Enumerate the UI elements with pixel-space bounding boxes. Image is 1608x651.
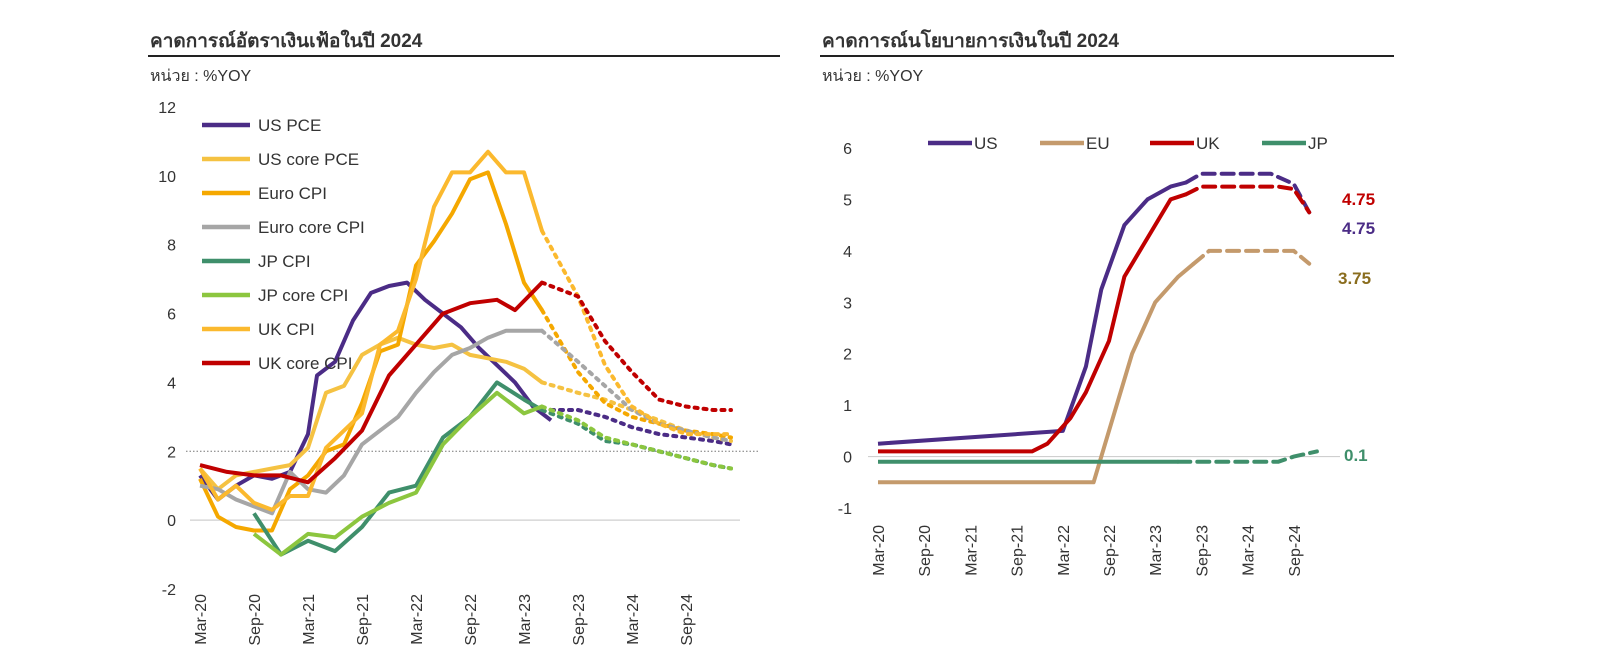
left-xtick-label: Sep-22 [463, 594, 480, 646]
right-ytick-label: -1 [838, 501, 852, 518]
left-legend-label-jp-cpi: JP CPI [258, 252, 311, 271]
right-ytick-label: 1 [843, 398, 852, 415]
left-series-uk-core-cpi-forecast [540, 280, 733, 412]
right-series-us-forecast [1184, 171, 1312, 215]
left-legend-label-uk-core-cpi: UK core CPI [258, 354, 352, 373]
right-ytick-label: 4 [843, 244, 852, 261]
right-series-us-actual [877, 180, 1187, 446]
left-xtick-label: Sep-24 [679, 594, 696, 646]
right-ytick-label: 2 [843, 347, 852, 364]
left-series-uk-cpi-actual [198, 149, 544, 512]
right-legend-label-us: US [974, 134, 998, 153]
right-ytick-label: 5 [843, 192, 852, 209]
right-xtick-label: Mar-24 [1241, 525, 1258, 576]
left-series-jp-cpi-actual [252, 380, 544, 557]
left-legend-label-us-pce: US PCE [258, 116, 321, 135]
left-series-euro-core-cpi-actual [199, 328, 542, 516]
left-legend-label-jp-core-cpi: JP core CPI [258, 286, 348, 305]
left-xtick-label: Mar-22 [409, 594, 426, 645]
left-series-uk-core-cpi-actual [199, 281, 544, 485]
right-xtick-label: Mar-21 [963, 525, 980, 576]
left-panel-title: คาดการณ์อัตราเงินเฟ้อในปี 2024 [150, 31, 423, 52]
right-xtick-label: Sep-21 [1010, 525, 1027, 577]
left-series-us-pce-actual [198, 280, 553, 502]
left-xtick-label: Mar-20 [193, 594, 210, 645]
right-series-uk-forecast [1184, 184, 1312, 215]
right-ytick-label: 6 [843, 141, 852, 158]
left-ytick-label: 10 [158, 169, 176, 186]
left-ytick-label: -2 [162, 582, 176, 599]
left-series-jp-core-cpi-forecast [540, 404, 733, 471]
left-xtick-label: Sep-23 [571, 594, 588, 646]
left-xtick-label: Sep-20 [247, 594, 264, 646]
left-ytick-label: 0 [167, 513, 176, 530]
right-end-label-uk: 4.75 [1342, 190, 1375, 209]
right-ytick-label: 3 [843, 295, 852, 312]
right-end-label-us: 4.75 [1342, 219, 1375, 238]
left-ytick-label: 4 [167, 375, 176, 392]
left-ytick-label: 6 [167, 307, 176, 324]
right-series-eu-actual [878, 262, 1195, 485]
left-xtick-label: Mar-23 [517, 594, 534, 645]
right-series-eu-forecast [1191, 248, 1312, 266]
left-series-jp-core-cpi-actual [252, 390, 543, 557]
left-series-us-core-pce-actual [198, 335, 544, 492]
right-panel-unit: หน่วย : %YOY [822, 68, 924, 85]
right-xtick-label: Mar-22 [1056, 525, 1073, 576]
left-ytick-label: 2 [167, 444, 176, 461]
left-ytick-label: 12 [158, 100, 176, 117]
left-xtick-label: Sep-21 [355, 594, 372, 646]
left-xtick-label: Mar-24 [625, 594, 642, 645]
right-xtick-label: Sep-22 [1102, 525, 1119, 577]
right-end-label-jp: 0.1 [1344, 446, 1368, 465]
right-xtick-label: Mar-23 [1148, 525, 1165, 576]
left-panel-unit: หน่วย : %YOY [150, 68, 252, 85]
right-legend-label-jp: JP [1308, 134, 1328, 153]
left-legend-label-us-core-pce: US core PCE [258, 150, 359, 169]
right-end-label-eu: 3.75 [1338, 269, 1371, 288]
left-legend-label-uk-cpi: UK CPI [258, 320, 315, 339]
right-legend-label-eu: EU [1086, 134, 1110, 153]
left-legend-label-euro-core-cpi: Euro core CPI [258, 218, 365, 237]
right-series-jp-forecast [1176, 449, 1319, 464]
left-series-us-pce-forecast [549, 408, 733, 447]
right-xtick-label: Sep-20 [917, 525, 934, 577]
left-legend-label-euro-cpi: Euro CPI [258, 184, 327, 203]
right-ytick-label: 0 [843, 450, 852, 467]
left-xtick-label: Mar-21 [301, 594, 318, 645]
right-xtick-label: Sep-24 [1287, 525, 1304, 577]
right-xtick-label: Mar-20 [871, 525, 888, 576]
left-series-euro-cpi-forecast [540, 308, 733, 440]
left-title-rule [148, 55, 780, 57]
left-series-euro-core-cpi-forecast [540, 328, 733, 443]
right-series-uk-actual [878, 192, 1187, 454]
right-legend-label-uk: UK [1196, 134, 1220, 153]
right-panel-title: คาดการณ์นโยบายการเงินในปี 2024 [822, 31, 1119, 52]
left-ytick-label: 8 [167, 238, 176, 255]
right-xtick-label: Sep-23 [1194, 525, 1211, 577]
left-series-uk-cpi-forecast [540, 228, 733, 437]
right-title-rule [820, 55, 1394, 57]
